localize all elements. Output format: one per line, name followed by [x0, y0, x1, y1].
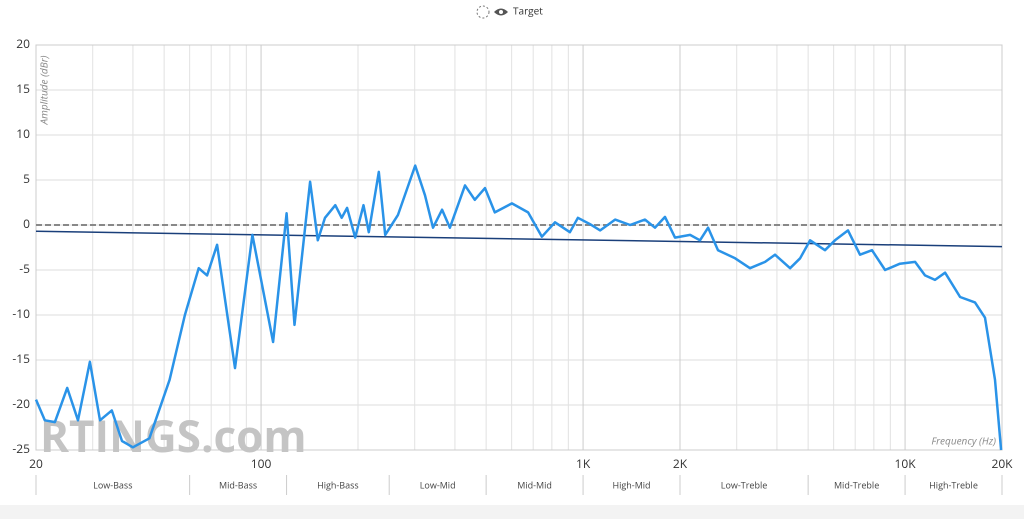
band-label: High-Mid [612, 478, 650, 491]
band-label: Mid-Treble [834, 478, 879, 491]
x-tick-label: 10K [895, 455, 917, 472]
y-tick-label: -25 [12, 440, 30, 457]
watermark: RTINGS.com [40, 405, 307, 465]
x-tick-label: 1K [576, 455, 591, 472]
band-label: Low-Bass [93, 478, 132, 491]
plot-border [35, 44, 1003, 451]
y-tick-label: 5 [23, 170, 30, 187]
y-tick-label: 10 [16, 125, 30, 142]
eye-pupil [499, 10, 503, 14]
band-label: High-Bass [317, 478, 359, 491]
y-tick-label: -15 [12, 350, 30, 367]
y-tick-label: -20 [12, 395, 30, 412]
band-label: Mid-Bass [219, 478, 257, 491]
band-label: Low-Mid [420, 478, 456, 491]
x-tick-label: 20K [991, 455, 1013, 472]
y-tick-label: 20 [16, 35, 30, 52]
y-tick-label: -10 [12, 305, 30, 322]
footer-strip [0, 505, 1024, 519]
band-label: Mid-Mid [517, 478, 552, 491]
legend-label[interactable]: Target [513, 4, 543, 18]
x-tick-label: 2K [673, 455, 688, 472]
x-tick-label: 20 [29, 455, 43, 472]
band-label: Low-Treble [721, 478, 768, 491]
y-axis-label: Amplitude (dBr) [37, 55, 51, 125]
series-line [35, 230, 1003, 248]
band-label: High-Treble [929, 478, 978, 491]
y-tick-label: 0 [23, 215, 30, 232]
series-line [34, 164, 1003, 451]
legend[interactable]: Target [476, 4, 543, 19]
legend-toggle[interactable] [476, 5, 490, 19]
y-tick-label: -5 [19, 260, 30, 277]
x-axis-label: Frequency (Hz) [931, 434, 996, 448]
y-tick-label: 15 [16, 80, 30, 97]
x-tick-label: 100 [251, 455, 272, 472]
